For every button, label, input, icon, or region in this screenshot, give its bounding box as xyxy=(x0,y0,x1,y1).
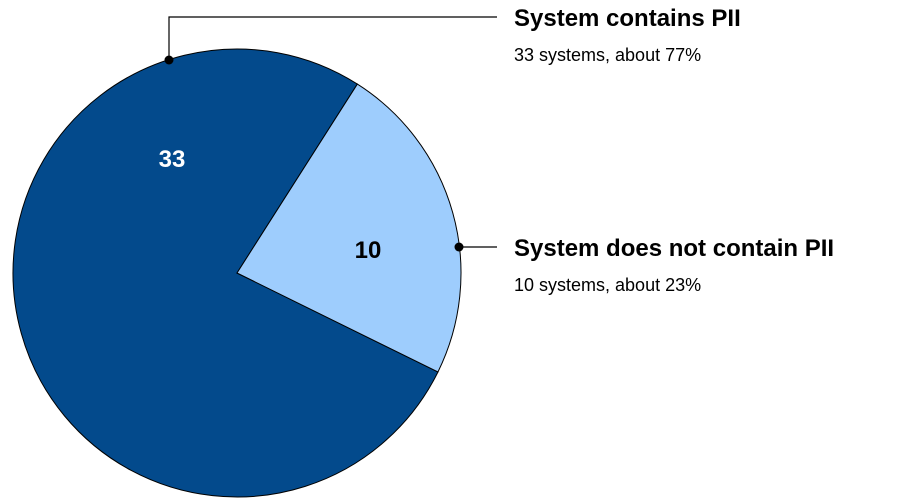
leader-dot-contains-pii xyxy=(164,55,174,65)
slice-value-label-contains-pii: 33 xyxy=(159,146,186,173)
legend-title-no-pii: System does not contain PII xyxy=(514,235,834,262)
leader-dot-no-pii xyxy=(454,242,464,252)
legend-title-contains-pii: System contains PII xyxy=(514,5,741,32)
slice-value-label-no-pii: 10 xyxy=(355,237,382,264)
leader-line-contains-pii xyxy=(168,16,497,60)
pie-slice-contains-pii xyxy=(12,48,439,498)
pie-slice-no-pii xyxy=(236,83,462,373)
legend-desc-contains-pii: 33 systems, about 77% xyxy=(514,45,701,65)
pie-slices xyxy=(12,48,462,498)
legend-desc-no-pii: 10 systems, about 23% xyxy=(514,275,701,295)
